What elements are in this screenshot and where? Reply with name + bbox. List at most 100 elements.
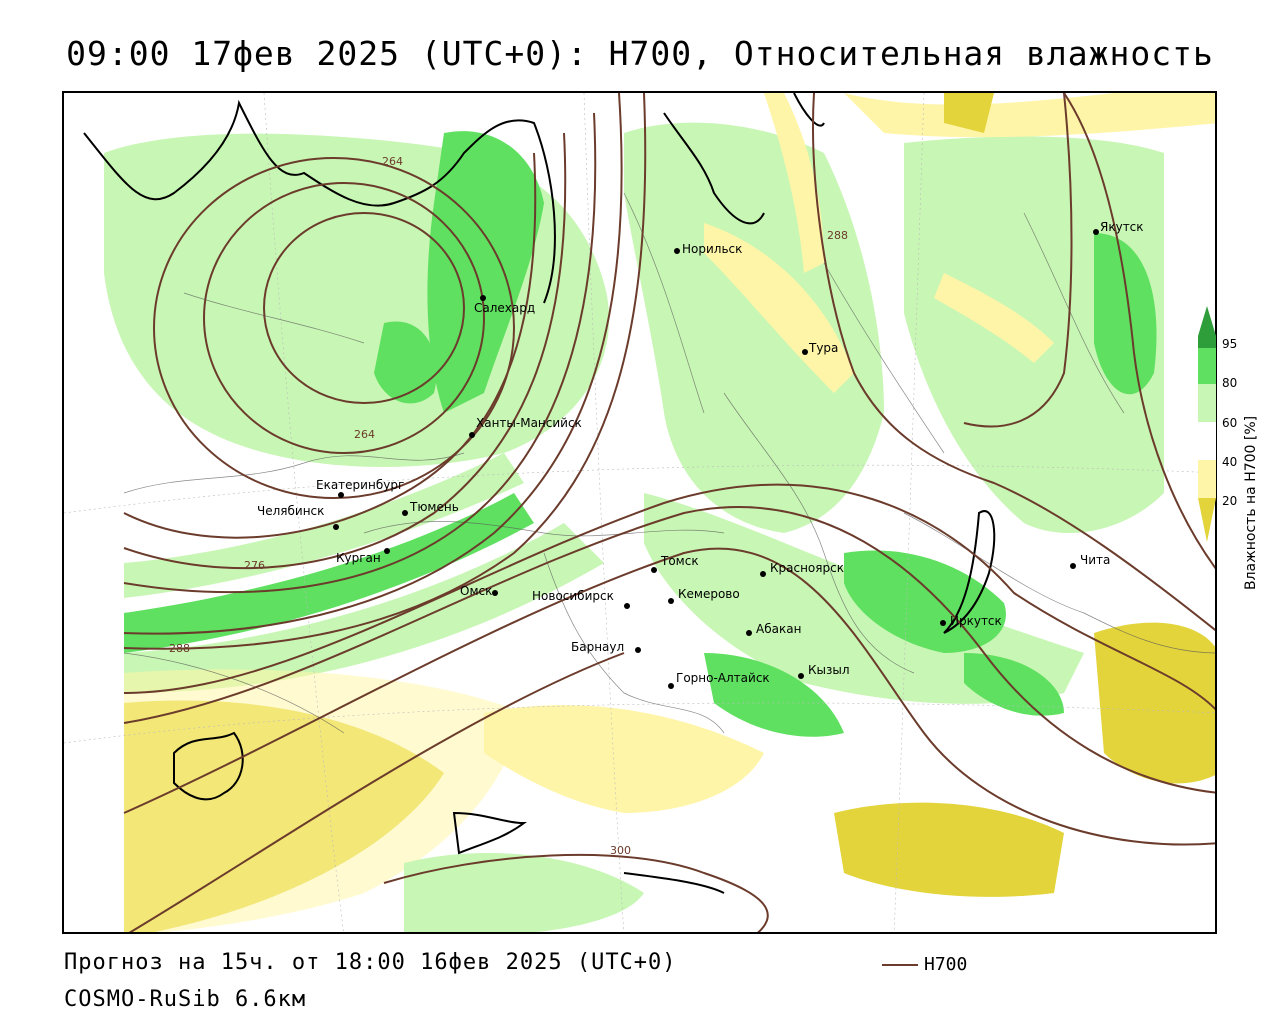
isohypse	[123, 112, 597, 594]
colorbar-dry	[1198, 460, 1216, 498]
isohypse	[123, 506, 1215, 794]
city-dot	[674, 248, 680, 254]
city-dot	[940, 620, 946, 626]
colorbar-tick: 80	[1222, 376, 1238, 390]
isohypse	[263, 212, 465, 404]
city-label: Салехард	[474, 301, 536, 315]
city-label: Тура	[809, 341, 839, 355]
colorbar-saturated	[1198, 306, 1216, 336]
city-dot	[402, 510, 408, 516]
colorbar-neutral	[1198, 422, 1216, 460]
city-dot	[802, 349, 808, 355]
city-label: Челябинск	[257, 504, 325, 518]
city-label: Томск	[661, 554, 699, 568]
city-dot	[384, 548, 390, 554]
city-marker: Абакан	[746, 622, 801, 636]
coastlines	[83, 93, 996, 894]
city-dot	[635, 647, 641, 653]
isohypse-label: 264	[382, 155, 403, 168]
h700-legend-line	[882, 964, 918, 966]
isohypse-label: 288	[827, 229, 848, 242]
isohypse	[128, 652, 625, 932]
city-dot	[798, 673, 804, 679]
city-marker: Иркутск	[940, 614, 1002, 628]
city-marker: Челябинск	[257, 504, 339, 530]
isohypse	[383, 853, 769, 932]
isohypse	[963, 93, 1073, 428]
isohypse	[123, 93, 623, 635]
city-label: Норильск	[682, 242, 743, 256]
isohypse-label: 276	[244, 559, 265, 572]
city-marker: Салехард	[474, 295, 536, 315]
city-marker: Томск	[651, 554, 699, 573]
colorbar-saturated	[1198, 336, 1216, 348]
isohypse-label: 300	[610, 844, 631, 857]
city-label: Екатеринбург	[316, 478, 405, 492]
map-frame: 264 264 276 288 288 300 Салехард Норильс…	[62, 91, 1217, 934]
city-dot	[469, 432, 475, 438]
city-dot	[480, 295, 486, 301]
city-dot	[651, 567, 657, 573]
colorbar-very-dry	[1198, 498, 1216, 542]
city-label: Омск	[460, 584, 493, 598]
isohypse	[123, 483, 1215, 711]
city-label: Курган	[336, 551, 381, 565]
h700-isohypses	[123, 93, 1215, 932]
city-label: Горно-Алтайск	[676, 671, 770, 685]
graticule	[64, 93, 1215, 932]
isohypse	[123, 547, 1215, 846]
city-marker: Красноярск	[760, 561, 844, 577]
city-dot	[746, 630, 752, 636]
isohypse-label: 264	[354, 428, 375, 441]
city-marker: Горно-Алтайск	[668, 671, 770, 689]
city-label: Чита	[1080, 553, 1111, 567]
city-marker: Курган	[336, 548, 390, 565]
city-marker: Екатеринбург	[316, 478, 405, 498]
forecast-info: Прогноз на 15ч. от 18:00 16фев 2025 (UTC…	[64, 950, 677, 975]
isohypse	[812, 93, 1215, 632]
humidity-map: 264 264 276 288 288 300	[64, 93, 1215, 932]
city-label: Красноярск	[770, 561, 844, 575]
colorbar-tick: 95	[1222, 337, 1238, 351]
humidity-fields	[104, 93, 1215, 932]
colorbar-tick: 40	[1222, 455, 1238, 469]
city-dot	[668, 683, 674, 689]
isohypse	[123, 132, 567, 570]
isohypse-labels: 264 264 276 288 288 300	[169, 155, 848, 857]
isohypse	[1063, 93, 1215, 570]
isohypse-label: 288	[169, 642, 190, 655]
city-dot	[492, 590, 498, 596]
map-title: 09:00 17фев 2025 (UTC+0): H700, Относите…	[66, 34, 1214, 73]
city-dot	[624, 603, 630, 609]
isohypse	[153, 157, 515, 499]
isohypse	[123, 93, 647, 650]
city-marker: Новосибирск	[532, 589, 630, 609]
region-borders	[123, 192, 1215, 734]
city-label: Тюмень	[410, 500, 459, 514]
city-marker: Ханты-Мансийск	[469, 416, 582, 438]
city-marker: Кемерово	[668, 587, 740, 604]
city-label: Ханты-Мансийск	[476, 416, 582, 430]
city-dot	[668, 598, 674, 604]
city-label: Новосибирск	[532, 589, 614, 603]
colorbar-wet	[1198, 348, 1216, 384]
city-label: Иркутск	[950, 614, 1002, 628]
city-dot	[760, 571, 766, 577]
city-marker: Тюмень	[402, 500, 459, 516]
city-marker: Тура	[802, 341, 839, 355]
city-marker: Кызыл	[798, 663, 850, 679]
city-dot	[338, 492, 344, 498]
colorbar-title: Влажность на H700 [%]	[1243, 415, 1259, 590]
city-marker: Барнаул	[571, 640, 641, 654]
city-marker: Норильск	[674, 242, 743, 256]
city-dot	[1093, 229, 1099, 235]
isohypse	[203, 182, 485, 454]
city-marker: Якутск	[1093, 220, 1144, 235]
city-label: Кызыл	[808, 663, 850, 677]
city-label: Кемерово	[678, 587, 740, 601]
model-name: COSMO-RuSib 6.6км	[64, 987, 307, 1012]
colorbar-tick: 60	[1222, 416, 1238, 430]
city-dot	[333, 524, 339, 530]
isohypse	[123, 152, 537, 539]
colorbar-moist	[1198, 384, 1216, 422]
